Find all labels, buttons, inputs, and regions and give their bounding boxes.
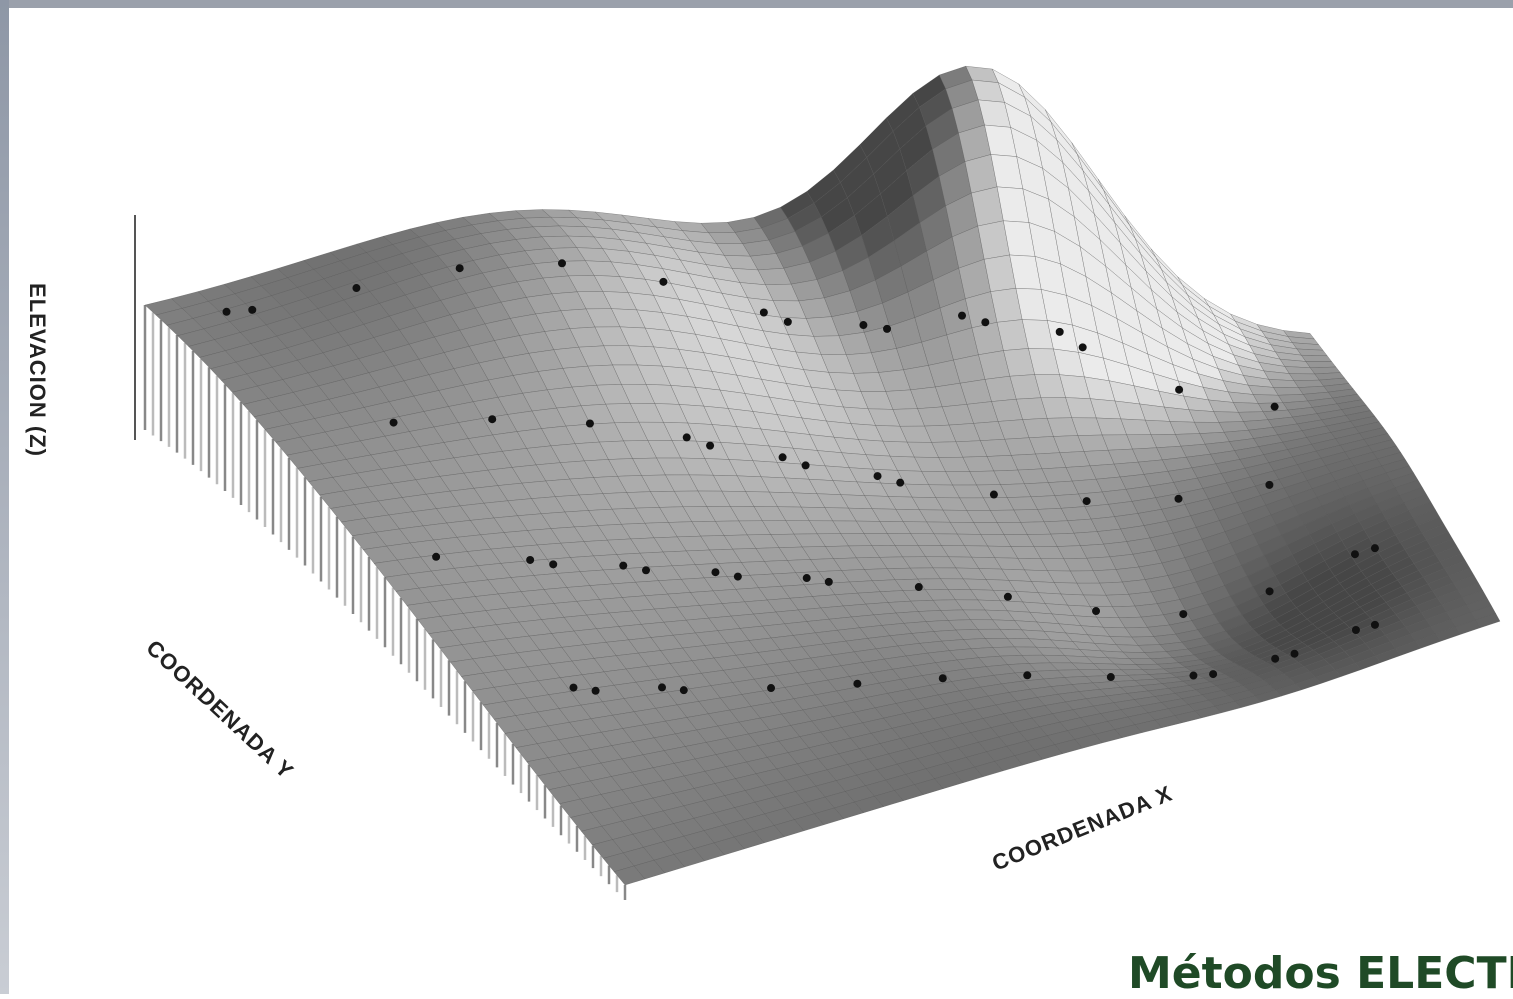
- sample-point: [432, 552, 441, 561]
- sample-point: [682, 433, 691, 442]
- sample-point: [733, 572, 742, 581]
- frame-border: [0, 0, 9, 994]
- sample-point: [1078, 343, 1087, 352]
- sample-point: [958, 311, 967, 320]
- sample-point: [873, 472, 882, 481]
- sample-point: [1265, 480, 1274, 489]
- sample-point: [1106, 673, 1115, 682]
- sample-point: [1265, 587, 1274, 596]
- sample-point: [1270, 402, 1279, 411]
- x-axis-label: COORDENADA X: [988, 780, 1175, 875]
- mesh-cell: [1300, 354, 1333, 362]
- sample-point: [1174, 494, 1183, 503]
- sample-point: [642, 566, 651, 575]
- frame-border: [0, 0, 1513, 8]
- sample-point: [1271, 654, 1280, 663]
- z-axis-label: ELEVACION (Z): [25, 283, 50, 457]
- sample-point: [1023, 671, 1032, 680]
- sample-point: [569, 683, 578, 692]
- sample-point: [883, 324, 892, 333]
- sample-point: [859, 321, 868, 330]
- sample-point: [1055, 327, 1064, 336]
- sample-point: [711, 568, 720, 577]
- sample-point: [455, 264, 464, 273]
- sample-point: [591, 686, 600, 695]
- sample-point: [896, 478, 905, 487]
- sample-point: [585, 419, 594, 428]
- sample-point: [1370, 544, 1379, 553]
- footer-title: Métodos ELECTRÓ: [1128, 948, 1513, 999]
- mesh-cell: [1475, 613, 1501, 629]
- sample-point: [989, 490, 998, 499]
- sample-point: [938, 674, 947, 683]
- sample-point: [222, 307, 231, 316]
- sample-point: [1003, 592, 1012, 601]
- y-axis-label: COORDENADA Y: [141, 635, 298, 784]
- side-wall: [143, 305, 627, 900]
- sample-point: [1179, 610, 1188, 619]
- sample-point: [248, 305, 257, 314]
- sample-point: [1175, 385, 1184, 394]
- sample-point: [657, 683, 666, 692]
- sample-point: [1351, 626, 1360, 635]
- sample-point: [352, 284, 361, 293]
- mesh-cell: [1305, 361, 1337, 368]
- sample-point: [981, 318, 990, 327]
- sample-point: [824, 577, 833, 586]
- sample-point: [549, 560, 558, 569]
- sample-point: [1082, 497, 1091, 506]
- sample-point: [801, 461, 810, 470]
- sample-point: [1350, 550, 1359, 559]
- surface-mesh: [144, 65, 1501, 886]
- sample-point: [759, 308, 768, 317]
- sample-point: [526, 555, 535, 564]
- mesh-cell: [1288, 373, 1320, 381]
- sample-point: [619, 561, 628, 570]
- sample-point: [679, 686, 688, 695]
- sample-point: [853, 679, 862, 688]
- sample-point: [706, 441, 715, 450]
- sample-points: [222, 259, 1379, 695]
- sample-point: [778, 453, 787, 462]
- sample-point: [914, 583, 923, 592]
- sample-point: [659, 277, 668, 286]
- sample-point: [802, 574, 811, 583]
- sample-point: [389, 418, 398, 427]
- sample-point: [488, 415, 497, 424]
- mesh-cell: [1273, 387, 1304, 396]
- sample-point: [1370, 620, 1379, 629]
- sample-point: [1189, 671, 1198, 680]
- sample-point: [557, 259, 566, 268]
- sample-point: [783, 317, 792, 326]
- sample-point: [1209, 670, 1218, 679]
- sample-point: [1092, 607, 1101, 616]
- sample-point: [767, 684, 776, 693]
- sample-point: [1290, 649, 1299, 658]
